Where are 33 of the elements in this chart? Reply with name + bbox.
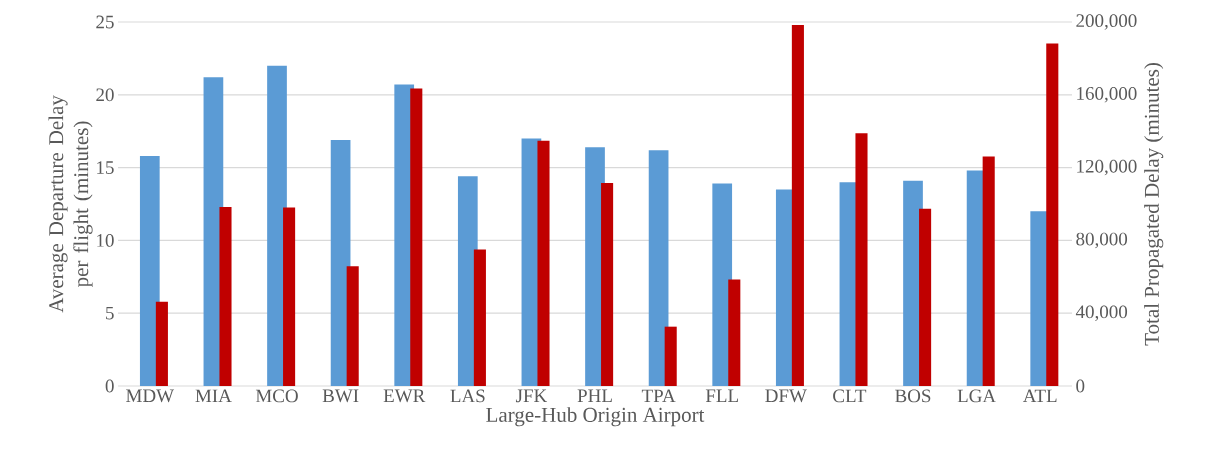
y-axis-title: Average Departure Delay per flight (minutes) [48, 95, 93, 313]
x-tick-label: JFK [515, 389, 548, 403]
bar [648, 150, 669, 386]
x-tick-label: DFW [765, 389, 807, 403]
y2-tick-label: 160,000 [1077, 87, 1137, 103]
y2-tick-label: 40,000 [1075, 305, 1128, 321]
y-tick-label: 15 [97, 161, 114, 174]
x-tick-label: ATL [1022, 389, 1057, 403]
x-tick-label: LAS [450, 389, 485, 403]
y-tick-label: 20 [96, 88, 114, 102]
x-tick-label: MCO [255, 389, 298, 403]
x-tick-label: CLT [833, 389, 867, 403]
y2-tick-label: 120,000 [1077, 159, 1137, 176]
y-tick-label: 5 [106, 306, 114, 320]
x-tick-label: EWR [383, 389, 426, 403]
bar [139, 155, 160, 386]
x-tick-label: LGA [957, 389, 996, 403]
x-axis-title: Large-Hub Origin Airport [486, 407, 705, 427]
y2-tick-label: 80,000 [1076, 232, 1128, 249]
y2-tick-label: 0 [1076, 379, 1085, 393]
x-tick-label: PHL [577, 389, 612, 402]
x-tick-label: MIA [195, 389, 232, 403]
y2-tick-label: 200,000 [1076, 14, 1137, 30]
y-tick-label: 10 [97, 234, 114, 247]
x-tick-label: TPA [641, 389, 676, 403]
x-tick-label: BWI [322, 389, 359, 403]
y-tick-label: 25 [96, 15, 114, 29]
y2-axis-title: Total Propagated Delay (minutes) [1144, 63, 1164, 346]
y-tick-label: 0 [105, 379, 114, 393]
x-tick-label: BOS [895, 389, 931, 403]
x-tick-label: FLL [705, 389, 738, 402]
bar [664, 326, 677, 386]
x-tick-label: MDW [126, 389, 175, 403]
